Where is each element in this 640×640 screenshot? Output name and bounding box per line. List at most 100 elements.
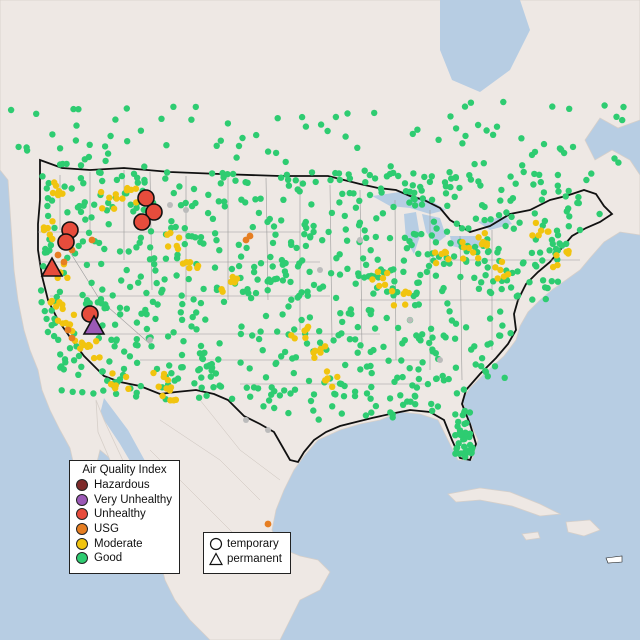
- monitor-marker: [492, 264, 499, 271]
- monitor-marker: [380, 343, 387, 350]
- monitor-marker: [160, 370, 168, 378]
- monitor-marker: [330, 337, 337, 344]
- monitor-marker: [215, 198, 222, 205]
- monitor-marker: [110, 205, 118, 212]
- monitor-marker: [167, 202, 173, 208]
- monitor-marker: [345, 171, 352, 178]
- monitor-marker: [494, 275, 501, 282]
- monitor-marker: [117, 311, 124, 318]
- monitor-marker: [73, 122, 80, 129]
- monitor-marker: [562, 193, 569, 200]
- monitor-marker: [77, 345, 84, 352]
- monitor-marker: [281, 268, 289, 275]
- monitor-marker: [399, 373, 406, 381]
- monitor-marker: [204, 209, 212, 217]
- monitor-marker: [105, 199, 112, 207]
- monitor-marker: [153, 279, 160, 287]
- monitor-marker: [439, 372, 446, 380]
- monitor-marker: [516, 219, 523, 226]
- monitor-marker: [260, 403, 267, 410]
- monitor-marker: [497, 332, 504, 339]
- monitor-marker: [613, 113, 620, 121]
- monitor-marker: [190, 296, 197, 303]
- monitor-marker: [400, 257, 408, 264]
- monitor-marker: [68, 185, 75, 192]
- monitor-marker: [327, 176, 334, 184]
- monitor-marker: [135, 279, 142, 286]
- monitor-marker: [317, 267, 323, 273]
- monitor-marker: [264, 218, 271, 226]
- monitor-marker: [475, 255, 482, 262]
- monitor-marker: [105, 221, 112, 228]
- jamaica: [521, 531, 541, 541]
- monitor-marker: [481, 230, 488, 237]
- monitor-marker: [224, 171, 231, 178]
- monitor-marker: [200, 240, 207, 247]
- monitor-marker: [68, 334, 76, 342]
- monitor-marker: [162, 175, 169, 182]
- usg-swatch: [76, 523, 88, 536]
- monitor-marker: [478, 279, 485, 286]
- monitor-marker: [310, 222, 317, 230]
- monitor-marker: [344, 265, 351, 272]
- monitor-marker: [539, 257, 546, 264]
- monitor-marker: [558, 242, 566, 249]
- monitor-marker: [200, 285, 207, 293]
- monitor-marker: [267, 253, 274, 261]
- monitor-marker: [101, 143, 109, 150]
- monitor-marker: [218, 286, 225, 293]
- monitor-marker: [308, 169, 316, 176]
- monitor-marker: [367, 362, 374, 370]
- monitor-marker: [81, 156, 89, 163]
- monitor-marker: [367, 395, 374, 402]
- monitor-marker: [461, 103, 469, 110]
- monitor-marker: [533, 263, 540, 270]
- monitor-marker: [38, 299, 45, 306]
- monitor-marker: [471, 160, 478, 168]
- monitor-marker: [432, 259, 440, 267]
- monitor-marker: [310, 407, 317, 414]
- monitor-marker: [542, 295, 549, 303]
- permanent-monitor-marker: [40, 256, 64, 277]
- monitor-marker: [162, 255, 170, 262]
- monitor-marker: [441, 179, 449, 186]
- monitor-marker: [328, 209, 336, 217]
- monitor-marker: [323, 368, 331, 375]
- monitor-marker: [497, 197, 504, 204]
- monitor-marker: [60, 366, 67, 373]
- monitor-marker: [446, 308, 453, 315]
- monitor-marker: [366, 191, 374, 199]
- monitor-marker: [101, 245, 108, 253]
- monitor-marker: [176, 183, 183, 190]
- monitor-marker: [284, 176, 292, 183]
- monitor-marker: [44, 202, 51, 210]
- monitor-marker: [54, 317, 62, 324]
- monitor-marker: [137, 273, 144, 280]
- monitor-marker: [520, 259, 527, 266]
- monitor-marker: [471, 343, 478, 350]
- monitor-marker: [280, 196, 287, 203]
- legend-label: Good: [94, 552, 123, 565]
- monitor-marker: [452, 450, 459, 457]
- monitor-marker: [303, 340, 311, 347]
- monitor-marker: [163, 142, 170, 149]
- monitor-marker: [111, 321, 119, 328]
- monitor-marker: [49, 218, 56, 225]
- monitor-marker: [70, 311, 78, 318]
- monitor-marker: [337, 310, 344, 317]
- monitor-marker: [342, 133, 349, 140]
- monitor-marker: [565, 187, 572, 195]
- monitor-marker: [540, 189, 548, 196]
- monitor-marker: [460, 386, 468, 393]
- monitor-marker: [123, 266, 130, 274]
- monitor-marker: [453, 390, 461, 397]
- monitor-marker: [264, 287, 271, 294]
- monitor-marker: [279, 277, 287, 284]
- monitor-marker: [565, 205, 572, 212]
- monitor-marker: [229, 170, 237, 178]
- monitor-marker: [387, 163, 394, 170]
- monitor-marker: [486, 315, 494, 322]
- monitor-type-legend: temporary permanent: [203, 532, 291, 574]
- monitor-marker: [576, 226, 584, 234]
- monitor-marker: [132, 393, 140, 400]
